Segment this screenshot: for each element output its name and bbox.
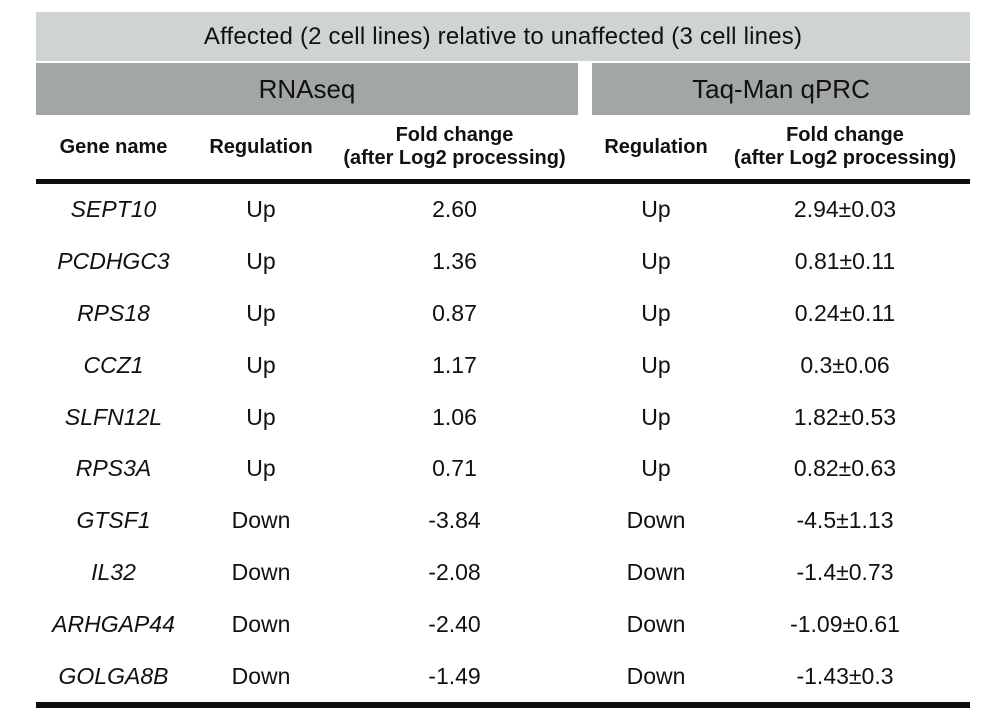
table-row: SEPT10 Up 2.60 Up 2.94±0.03 xyxy=(36,184,970,236)
table-row: GOLGA8B Down -1.49 Down -1.43±0.3 xyxy=(36,650,970,702)
qpcr-regulation-cell: Down xyxy=(626,662,686,689)
qpcr-regulation-cell: Up xyxy=(641,455,671,482)
qpcr-regulation-cell: Down xyxy=(626,558,686,585)
qpcr-fold-change-header-line1: Fold change xyxy=(786,124,904,146)
rnaseq-fold-change-cell: 0.87 xyxy=(432,299,477,326)
rnaseq-fold-change-header-line1: Fold change xyxy=(395,124,514,146)
rnaseq-fold-change-cell: -3.84 xyxy=(428,507,481,534)
qpcr-regulation-cell: Up xyxy=(641,196,671,223)
rnaseq-regulation-cell: Up xyxy=(246,299,276,326)
rnaseq-section-label: RNAseq xyxy=(258,73,356,104)
rnaseq-fold-change-header-line2: (after Log2 processing) xyxy=(343,147,566,169)
gene-name-cell: PCDHGC3 xyxy=(57,248,170,275)
qpcr-fold-change-cell: 0.82±0.63 xyxy=(793,455,897,482)
qpcr-fold-change-cell: 0.81±0.11 xyxy=(794,248,896,275)
rnaseq-fold-change-cell: 1.36 xyxy=(432,248,477,275)
rnaseq-fold-change-cell: 1.17 xyxy=(432,351,477,378)
rnaseq-fold-change-cell: 2.60 xyxy=(432,196,477,223)
table-title: Affected (2 cell lines) relative to unaf… xyxy=(203,22,803,50)
table-row: CCZ1 Up 1.17 Up 0.3±0.06 xyxy=(36,339,970,391)
bottom-rule xyxy=(36,701,970,708)
qpcr-fold-change-cell: 0.24±0.11 xyxy=(794,299,896,326)
gene-name-cell: ARHGAP44 xyxy=(52,610,175,637)
qpcr-regulation-cell: Up xyxy=(641,248,671,275)
rnaseq-fold-change-cell: 1.06 xyxy=(432,403,477,430)
qpcr-section-label: Taq-Man qPRC xyxy=(692,73,870,104)
results-table-figure: Affected (2 cell lines) relative to unaf… xyxy=(36,12,970,708)
qpcr-regulation-header-label: Regulation xyxy=(604,135,708,158)
rnaseq-fold-change-cell: 0.71 xyxy=(432,455,477,482)
qpcr-fold-change-cell: -1.4±0.73 xyxy=(796,558,894,585)
rnaseq-fold-change-cell: -2.40 xyxy=(428,610,481,637)
table-row: RPS18 Up 0.87 Up 0.24±0.11 xyxy=(36,288,970,340)
qpcr-fold-change-cell: 0.3±0.06 xyxy=(800,351,890,378)
table-row: PCDHGC3 Up 1.36 Up 0.81±0.11 xyxy=(36,236,970,288)
table-title-bar: Affected (2 cell lines) relative to unaf… xyxy=(36,12,970,61)
qpcr-fold-change-cell: 1.82±0.53 xyxy=(793,403,897,430)
gene-name-cell: GTSF1 xyxy=(76,507,151,534)
rnaseq-section-header: RNAseq xyxy=(36,63,578,115)
rnaseq-regulation-header-label: Regulation xyxy=(209,135,313,158)
qpcr-regulation-cell: Down xyxy=(626,610,686,637)
qpcr-fold-change-cell: -1.43±0.3 xyxy=(796,662,894,689)
rnaseq-regulation-cell: Down xyxy=(231,610,291,637)
table-row: SLFN12L Up 1.06 Up 1.82±0.53 xyxy=(36,391,970,443)
qpcr-fold-change-column-header: Fold change (after Log2 processing) xyxy=(720,124,970,170)
rnaseq-fold-change-column-header: Fold change (after Log2 processing) xyxy=(331,124,578,170)
qpcr-fold-change-cell: 2.94±0.03 xyxy=(793,196,897,223)
rnaseq-regulation-cell: Down xyxy=(231,558,291,585)
rnaseq-regulation-cell: Up xyxy=(246,351,276,378)
qpcr-fold-change-cell: -4.5±1.13 xyxy=(796,507,894,534)
table-row: ARHGAP44 Down -2.40 Down -1.09±0.61 xyxy=(36,598,970,650)
rnaseq-regulation-cell: Up xyxy=(246,196,276,223)
gene-name-cell: IL32 xyxy=(91,558,136,585)
qpcr-fold-change-cell: -1.09±0.61 xyxy=(790,610,900,637)
qpcr-regulation-column-header: Regulation xyxy=(592,136,720,159)
table-row: RPS3A Up 0.71 Up 0.82±0.63 xyxy=(36,443,970,495)
qpcr-regulation-cell: Up xyxy=(641,403,671,430)
rnaseq-regulation-cell: Down xyxy=(231,662,291,689)
gene-name-cell: CCZ1 xyxy=(83,351,144,378)
gene-name-cell: SEPT10 xyxy=(70,196,157,223)
column-header-row: Gene name Regulation Fold change (after … xyxy=(36,115,970,184)
table-row: GTSF1 Down -3.84 Down -4.5±1.13 xyxy=(36,495,970,547)
rnaseq-fold-change-cell: -1.49 xyxy=(428,662,481,689)
section-divider-gap xyxy=(578,63,592,115)
gene-name-column-header: Gene name xyxy=(36,136,191,159)
qpcr-regulation-cell: Up xyxy=(641,299,671,326)
rnaseq-regulation-cell: Down xyxy=(231,507,291,534)
gene-name-cell: SLFN12L xyxy=(64,403,163,430)
table-row: IL32 Down -2.08 Down -1.4±0.73 xyxy=(36,547,970,599)
qpcr-fold-change-header-line2: (after Log2 processing) xyxy=(733,147,957,169)
gene-name-cell: RPS3A xyxy=(75,455,152,482)
gene-name-cell: GOLGA8B xyxy=(58,662,169,689)
rnaseq-regulation-cell: Up xyxy=(246,455,276,482)
rnaseq-regulation-cell: Up xyxy=(246,248,276,275)
table-body: SEPT10 Up 2.60 Up 2.94±0.03 PCDHGC3 Up 1… xyxy=(36,184,970,702)
qpcr-section-header: Taq-Man qPRC xyxy=(592,63,970,115)
gene-name-cell: RPS18 xyxy=(77,299,150,326)
method-section-row: RNAseq Taq-Man qPRC xyxy=(36,63,970,115)
rnaseq-regulation-column-header: Regulation xyxy=(191,136,331,159)
rnaseq-fold-change-cell: -2.08 xyxy=(428,558,481,585)
qpcr-regulation-cell: Up xyxy=(641,351,671,378)
rnaseq-regulation-cell: Up xyxy=(246,403,276,430)
gene-name-header-label: Gene name xyxy=(59,135,168,158)
qpcr-regulation-cell: Down xyxy=(626,507,686,534)
